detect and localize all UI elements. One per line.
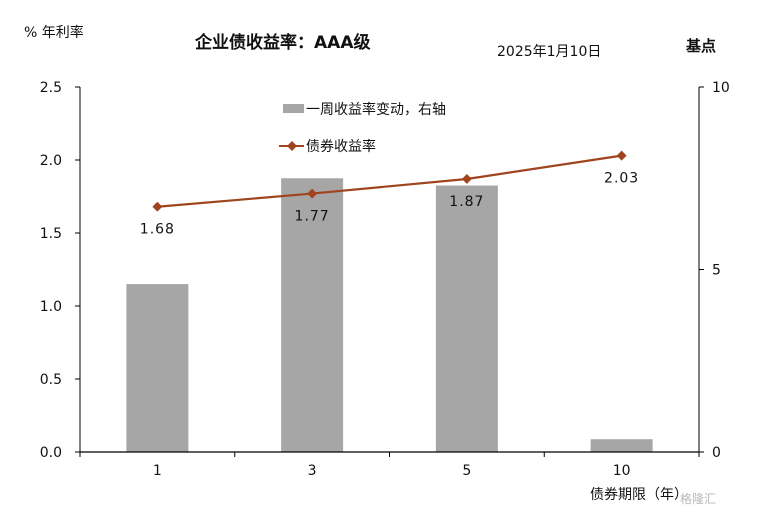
data-label: 1.77 (295, 209, 330, 225)
right-tick-label: 0 (712, 445, 721, 461)
left-tick-label: 0.5 (40, 372, 62, 388)
yield-marker (616, 150, 627, 161)
data-label: 1.68 (140, 222, 175, 238)
right-axis-unit: 基点 (686, 37, 717, 55)
left-tick-label: 1.5 (40, 226, 62, 242)
x-tick-label: 3 (308, 463, 317, 479)
bar-5 (435, 185, 498, 453)
x-tick-label: 1 (153, 463, 162, 479)
bar-1 (126, 284, 189, 452)
right-tick-label: 5 (712, 263, 721, 279)
legend-line-label: 债券收益率 (306, 138, 376, 155)
left-tick-label: 1.0 (40, 299, 62, 315)
chart-date: 2025年1月10日 (497, 44, 602, 60)
x-axis-label: 债券期限（年） (590, 487, 688, 503)
yield-marker (152, 201, 163, 212)
legend-bar-swatch (283, 104, 304, 113)
data-label: 1.87 (449, 194, 484, 210)
x-tick-label: 10 (613, 463, 631, 479)
x-tick-label: 5 (462, 463, 471, 479)
watermark: 格隆汇 (680, 492, 717, 506)
yield-marker (307, 188, 318, 199)
left-tick-label: 2.5 (40, 80, 62, 96)
bar-10 (590, 439, 653, 452)
chart-title: 企业债收益率：AAA级 (195, 33, 371, 53)
legend-line-marker (287, 141, 297, 151)
bar-3 (281, 178, 344, 452)
left-tick-label: 0.0 (40, 445, 62, 461)
data-label: 2.03 (604, 171, 639, 187)
legend-bar-label: 一周收益率变动，右轴 (306, 101, 446, 118)
left-axis-unit: % 年利率 (24, 25, 84, 41)
left-tick-label: 2.0 (40, 153, 62, 169)
right-tick-label: 10 (712, 80, 730, 96)
yield-line (157, 154, 622, 208)
yield-marker (461, 174, 472, 184)
